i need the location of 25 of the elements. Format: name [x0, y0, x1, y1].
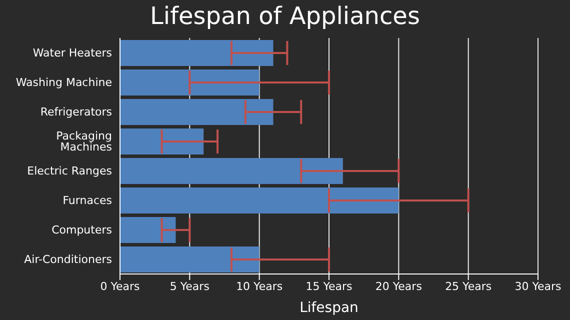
bar — [120, 246, 260, 272]
x-tick-label: 30 Years — [514, 280, 562, 293]
bar — [120, 217, 176, 243]
bar — [120, 40, 274, 66]
bar — [120, 188, 399, 214]
y-tick-label: Water Heaters — [32, 46, 112, 60]
bar — [120, 99, 274, 125]
bar — [120, 128, 204, 154]
y-tick-label: Furnaces — [62, 194, 112, 208]
x-tick-label: 5 Years — [170, 280, 210, 293]
y-tick-label: Packaging Machines — [56, 130, 112, 154]
x-tick-label: 15 Years — [306, 280, 353, 293]
bar — [120, 158, 343, 184]
y-tick-label: Washing Machine — [16, 76, 112, 90]
y-tick-label: Refrigerators — [40, 106, 112, 119]
x-tick-label: 0 Years — [100, 280, 140, 293]
x-tick-label: 20 Years — [375, 280, 422, 293]
chart-title: Lifespan of Appliances — [149, 1, 421, 32]
x-tick-label: 10 Years — [236, 280, 283, 293]
y-tick-label: Electric Ranges — [27, 164, 112, 178]
bar — [120, 70, 260, 96]
y-tick-label: Air-Conditioners — [24, 253, 112, 266]
x-tick-label: 25 Years — [445, 280, 492, 293]
y-tick-label: Computers — [52, 224, 112, 237]
x-axis-title: Lifespan — [300, 300, 358, 316]
